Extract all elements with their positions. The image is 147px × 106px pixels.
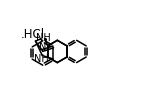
Text: NH: NH [36, 33, 51, 43]
Text: NH: NH [34, 54, 49, 64]
Text: .HCl: .HCl [21, 29, 45, 41]
Text: N: N [39, 42, 46, 52]
